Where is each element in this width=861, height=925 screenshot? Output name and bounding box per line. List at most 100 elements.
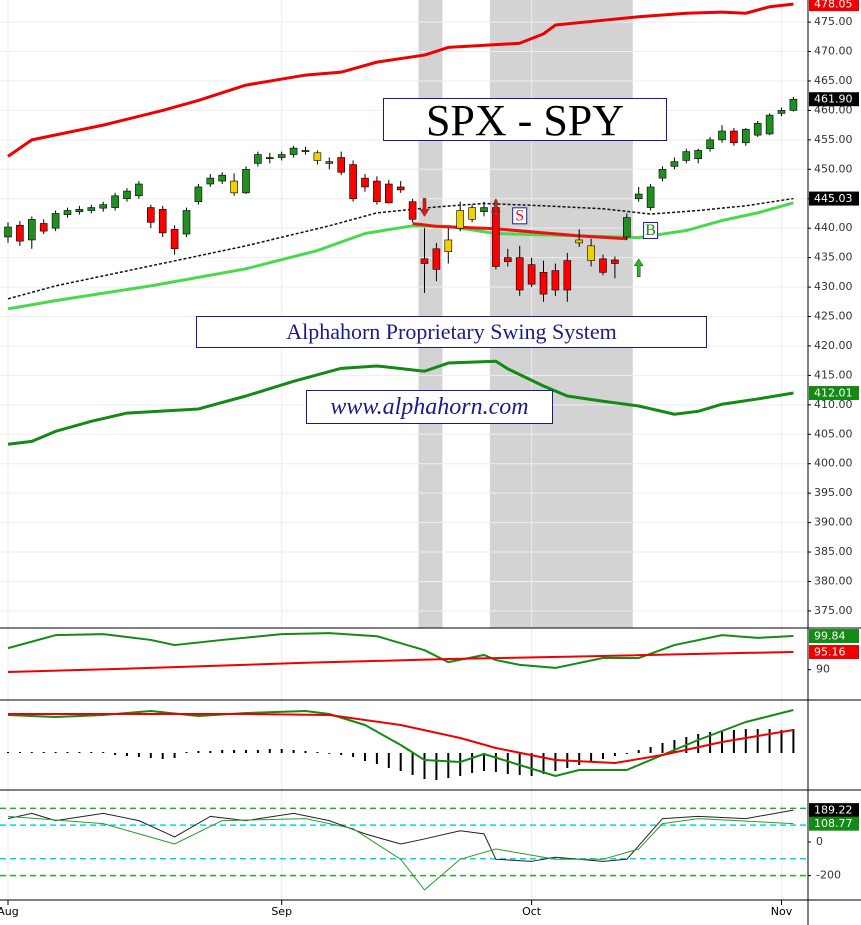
histogram-bar — [602, 753, 604, 759]
y-tick-label: 475.00 — [814, 15, 853, 28]
y-tick-label: 450.00 — [814, 162, 853, 175]
histogram-bar — [411, 753, 414, 775]
indicator-line — [8, 713, 794, 764]
histogram-bar — [709, 732, 712, 753]
candle-body — [539, 272, 548, 295]
candle-body — [313, 152, 322, 161]
y-tick-label: 460.00 — [814, 103, 853, 116]
candle-body — [420, 258, 429, 264]
candle-body — [301, 150, 310, 152]
y-tick-label: 425.00 — [814, 310, 853, 323]
histogram-bar — [780, 730, 783, 753]
candle-body — [349, 164, 357, 200]
annotation: www.alphahorn.com — [306, 390, 553, 424]
indicator-line — [7, 709, 794, 777]
y-tick-label: 385.00 — [814, 545, 853, 558]
candle-body — [658, 168, 667, 179]
candle-body — [503, 257, 512, 263]
candle-body — [27, 219, 36, 241]
histogram-bar — [233, 750, 236, 753]
histogram-bar — [375, 753, 378, 764]
candle-body — [337, 157, 346, 173]
candle-body — [135, 183, 143, 197]
value-flag-label: 189.22 — [814, 804, 853, 817]
y-tick-label: 390.00 — [814, 516, 853, 529]
candle-body — [777, 110, 786, 114]
candle-body — [551, 270, 560, 291]
value-flag-label: 478.05 — [814, 0, 853, 11]
candle-body — [16, 224, 24, 242]
indicator-line — [7, 809, 794, 862]
signal-label: S — [515, 207, 524, 224]
candle-body — [63, 210, 72, 215]
histogram-bar — [471, 753, 474, 773]
histogram-bar — [149, 753, 152, 758]
histogram-bar — [506, 753, 509, 774]
candle-body — [694, 150, 703, 159]
signal-arrow — [419, 198, 430, 217]
candle-body — [563, 260, 572, 291]
candle-body — [575, 239, 584, 244]
y-tick-label: 405.00 — [814, 427, 853, 440]
indicator-line — [7, 632, 794, 669]
indicator-line — [7, 815, 794, 891]
indicator-line — [7, 197, 794, 300]
candle-body — [230, 180, 238, 194]
histogram-bar — [42, 752, 45, 753]
value-flag-label: 108.77 — [814, 817, 853, 830]
value-flag — [809, 629, 859, 644]
x-tick-label: Sep — [271, 905, 292, 918]
histogram-bar — [66, 752, 69, 753]
x-tick-label: Oct — [522, 905, 542, 918]
y-tick-label: 400.00 — [814, 457, 853, 470]
candle-body — [254, 154, 262, 164]
x-tick-label: Nov — [771, 905, 793, 918]
candle-body — [432, 248, 441, 270]
histogram-bar — [590, 753, 593, 762]
candle-body — [468, 207, 476, 220]
histogram-bar — [30, 752, 33, 753]
histogram-bar — [768, 729, 771, 753]
candle-body — [718, 130, 726, 141]
candle-body — [753, 123, 762, 136]
candle-body — [194, 186, 203, 202]
candle-body — [218, 174, 226, 182]
shaded-region — [418, 0, 443, 628]
candle-body — [206, 177, 215, 185]
y-tick-label: 435.00 — [814, 251, 853, 264]
histogram-bar — [649, 747, 652, 753]
histogram-bar — [90, 752, 93, 753]
candle-body — [277, 154, 286, 158]
candle-body — [242, 168, 250, 194]
indicator-line — [412, 221, 627, 241]
y-tick-label: 430.00 — [814, 280, 853, 293]
candle-body — [4, 226, 12, 238]
value-flag — [809, 0, 859, 12]
candle-body — [730, 130, 738, 144]
y-tick-label: 455.00 — [814, 133, 853, 146]
value-flag — [809, 645, 859, 660]
histogram-bar — [697, 734, 700, 753]
candle-body — [51, 213, 60, 229]
value-flag-label: 445.03 — [814, 192, 853, 205]
candle-body — [646, 186, 655, 208]
candle-body — [289, 147, 298, 155]
candle-body — [147, 207, 155, 223]
candle-body — [265, 157, 274, 159]
value-flag — [809, 92, 859, 107]
histogram-bar — [756, 729, 759, 753]
y-tick-label: 395.00 — [814, 486, 853, 499]
histogram-bar — [137, 753, 140, 757]
histogram-bar — [245, 750, 247, 753]
y-tick-label: 90 — [816, 663, 830, 676]
candle-body — [515, 257, 524, 291]
x-tick-label: Aug — [0, 905, 19, 918]
histogram-bar — [340, 753, 343, 755]
y-tick-label: 440.00 — [814, 221, 853, 234]
signal-label: B — [645, 222, 656, 239]
histogram-bar — [197, 751, 200, 753]
candle-body — [158, 209, 167, 234]
candle-body — [361, 177, 369, 188]
histogram-bar — [102, 752, 105, 753]
